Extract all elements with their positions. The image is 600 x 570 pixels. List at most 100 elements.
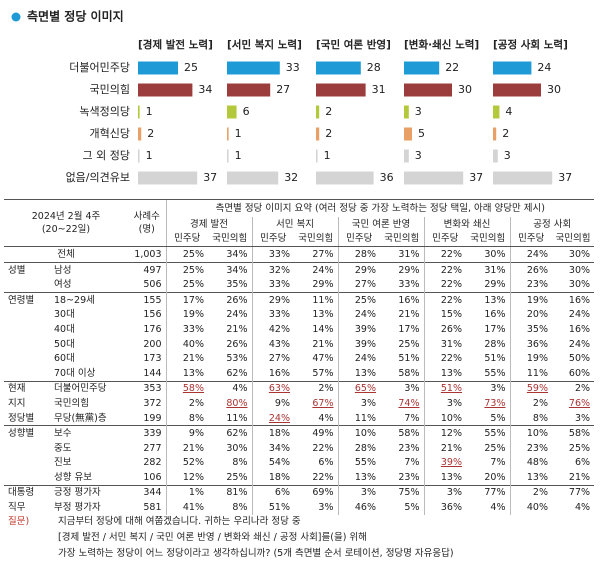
value-cell: 35% [509, 322, 552, 337]
n-cell: 106 [143, 471, 162, 483]
value-text: 8% [532, 412, 548, 424]
n-cell: 277 [143, 442, 162, 454]
value-cell: 2% [165, 396, 208, 411]
bar [316, 83, 366, 97]
value-cell: 36% [423, 500, 466, 515]
value-text: 3% [446, 397, 462, 409]
value-text: 3% [360, 397, 376, 409]
value-cell: 21% [423, 440, 466, 456]
value-cell: 24% [337, 351, 380, 366]
value-cell: 16% [466, 308, 510, 323]
value-text: 29% [484, 279, 506, 291]
group-label [4, 322, 52, 337]
n-cell: 176 [143, 323, 162, 335]
header-row: 민주당 국민의힘 민주당 국민의힘 민주당 국민의힘 민주당 국민의힘 민주당 국민의힘 [4, 231, 595, 248]
bar [227, 105, 237, 119]
value-text: 29% [398, 264, 420, 276]
data-row: 성별 남성 497 25% 34% 32% 24% 29% 29% 22% 31% 26% 30% [4, 261, 595, 278]
value-text: 39% [440, 457, 462, 469]
value-text: 24% [526, 248, 548, 260]
value-text: 58% [182, 383, 204, 395]
value-cell: 19% [165, 307, 208, 323]
data-row: 중도 277 21% 30% 34% 22% 28% 23% 21% 25% 23% 25% [4, 440, 594, 456]
value-cell: 17% [466, 322, 510, 337]
value-text: 51% [268, 502, 290, 514]
group-label: 지지 [8, 397, 26, 409]
value-text: 30% [568, 264, 591, 276]
bar [316, 149, 318, 163]
value-cell: 34% [208, 261, 252, 278]
value-cell: 11% [337, 410, 380, 426]
bar [316, 171, 374, 185]
bar [493, 149, 498, 163]
value-text: 25% [568, 442, 591, 454]
n-cell: 353 [128, 380, 166, 397]
value-cell: 16% [380, 291, 424, 308]
value-cell: 55% [466, 366, 510, 381]
value-cell: 27% [337, 277, 380, 293]
value-cell: 13% [337, 365, 380, 382]
value-text: 62% [226, 367, 248, 379]
value-text: 26% [440, 323, 462, 335]
value-text: 13% [526, 471, 548, 483]
value-text: 55% [484, 367, 506, 379]
chart-title: 측면별 정당 이미지 [27, 9, 124, 24]
data-row: 여성 506 25% 35% 33% 29% 27% 33% 22% 29% 23% 30% [4, 277, 594, 293]
value-text: 8% [188, 412, 204, 424]
value-cell: 16% [251, 365, 294, 382]
value-text: 52% [182, 457, 204, 469]
value-text: 11% [312, 294, 334, 306]
bar [404, 127, 412, 141]
value-text: 11% [354, 412, 376, 424]
value-cell: 3% [423, 484, 466, 501]
value-cell: 23% [380, 470, 424, 485]
value-text: 6% [318, 457, 334, 469]
date-text: (20~22일) [41, 224, 91, 236]
value-cell: 16% [552, 322, 594, 337]
value-text: 33% [268, 309, 290, 321]
party-header: 국민의힘 [552, 231, 595, 248]
value-text: 2% [188, 397, 204, 409]
value-cell: 28% [466, 337, 510, 352]
value-cell: 28% [337, 246, 380, 263]
value-text: 16% [484, 309, 506, 321]
header-row: 경제 발전 서민 복지 국민 여론 반영 변화와 쇄신 공정 사회 [4, 217, 595, 232]
value-text: 3% [318, 502, 334, 514]
value-text: 48% [526, 457, 548, 469]
value-text: 27% [312, 248, 334, 260]
value-text: 10% [526, 428, 548, 440]
value-cell: 24% [509, 246, 552, 263]
value-cell: 34% [251, 440, 294, 456]
value-cell: 27% [251, 351, 294, 366]
value-text: 77% [568, 487, 591, 499]
value-text: 25% [398, 338, 420, 350]
value-cell: 3% [466, 380, 510, 397]
value-text: 59% [526, 383, 548, 395]
value-cell: 29% [337, 261, 380, 278]
n-header-cell: 사례수 (명) [128, 198, 166, 247]
value-text: 21% [398, 309, 420, 321]
value-cell: 50% [552, 351, 594, 366]
value-cell: 27% [294, 246, 338, 263]
n-cell: 200 [143, 338, 162, 350]
value-cell: 52% [165, 455, 208, 471]
data-row: 60대 173 21% 53% 27% 47% 24% 51% 22% 51% 19% 50% [4, 351, 594, 366]
value-cell: 2% [509, 484, 552, 501]
value-text: 17% [484, 323, 506, 335]
bar [493, 61, 532, 75]
data-row: 40대 176 33% 21% 42% 14% 39% 17% 26% 17% 35% 16% [4, 322, 594, 337]
group-label [4, 351, 52, 366]
value-text: 51% [398, 353, 420, 365]
bar [138, 105, 140, 119]
value-text: 21% [182, 353, 204, 365]
value-text: 13% [440, 471, 462, 483]
value-cell: 9% [251, 396, 294, 411]
group-label: 정당별 [8, 412, 35, 424]
n-cell: 173 [143, 353, 162, 365]
value-cell: 58% [165, 380, 208, 397]
row-label: 국민의힘 [54, 397, 89, 409]
value-label: 1 [235, 127, 242, 140]
value-label: 3 [504, 149, 511, 162]
value-cell: 23% [509, 277, 552, 293]
value-cell: 24% [208, 308, 252, 323]
